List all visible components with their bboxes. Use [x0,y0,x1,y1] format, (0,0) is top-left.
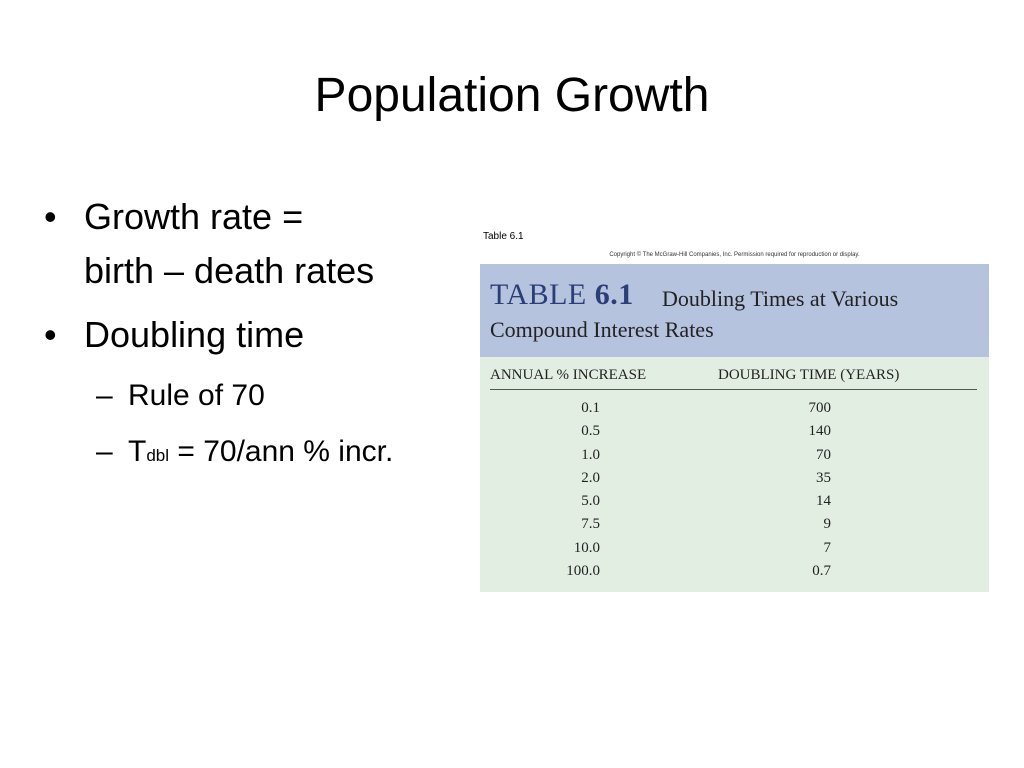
table-word: TABLE [490,278,587,311]
cell-doubling-time: 70 [816,446,831,463]
table-title-line1: Doubling Times at Various [662,286,899,311]
copyright-notice: Copyright © The McGraw-Hill Companies, I… [609,252,860,258]
table-row: 7.5 9 [480,516,989,539]
cell-annual-increase: 5.0 [581,493,600,510]
sub-bullet-dash: – [96,435,113,468]
cell-doubling-time: 9 [823,516,832,533]
cell-annual-increase: 2.0 [581,469,600,486]
bullet-growth-rate: • Growth rate = birth – death rates [44,190,464,298]
cell-doubling-time: 14 [816,493,831,510]
sub-bullet-rule-of-70: – Rule of 70 [44,374,464,418]
table-row: 1.0 70 [480,447,989,470]
table-row: 5.0 14 [480,493,989,516]
figure-label: Table 6.1 [483,231,524,242]
bullet-doubling-time: • Doubling time [44,308,464,362]
column-header-doubling-time: DOUBLING TIME (YEARS) [718,367,900,383]
table-body: 0.1 700 0.5 140 1.0 70 2.0 35 5.0 14 7.5 9 10.0 7 100.… [480,400,989,586]
table-row: 2.0 35 [480,470,989,493]
bullet-doubling-time-text: Doubling time [84,314,305,355]
sub-bullet-dash: – [96,379,113,412]
table-column-headers: ANNUAL % INCREASE DOUBLING TIME (YEARS) [490,365,977,390]
cell-annual-increase: 10.0 [573,539,600,556]
cell-doubling-time: 0.7 [812,563,831,580]
table-row: 0.1 700 [480,400,989,423]
bullet-growth-rate-line2: birth – death rates [84,250,375,291]
table-row: 100.0 0.7 [480,563,989,586]
bullet-dot: • [44,196,57,237]
table-row: 0.5 140 [480,423,989,446]
bullet-growth-rate-line1: Growth rate = [84,196,304,237]
cell-doubling-time: 700 [808,400,832,416]
doubling-times-table: TABLE 6.1 Doubling Times at Various Comp… [480,264,989,592]
column-header-annual-increase: ANNUAL % INCREASE [490,367,647,383]
cell-annual-increase: 0.1 [581,400,600,416]
sub-bullet-formula: – Tdbl = 70/ann % incr. [44,430,464,478]
table-number-value: 6.1 [594,278,634,311]
cell-doubling-time: 140 [808,423,832,440]
sub-bullet-rule-of-70-text: Rule of 70 [128,379,265,412]
cell-annual-increase: 100.0 [566,563,600,580]
cell-annual-increase: 1.0 [581,446,600,463]
bullet-dot: • [44,314,57,355]
cell-doubling-time: 35 [816,469,831,486]
table-row: 10.0 7 [480,540,989,563]
formula-prefix: T [128,435,147,468]
cell-annual-increase: 7.5 [581,516,600,533]
formula-rest: = 70/ann % incr. [169,435,394,468]
formula-subscript: dbl [146,446,170,465]
cell-annual-increase: 0.5 [581,423,600,440]
cell-doubling-time: 7 [823,539,832,556]
table-number: TABLE 6.1 [490,278,634,312]
table-header: TABLE 6.1 Doubling Times at Various Comp… [480,264,989,357]
slide-title: Population Growth [314,69,710,122]
bullet-list: • Growth rate = birth – death rates • Do… [44,190,464,478]
table-title-line2: Compound Interest Rates [490,317,714,342]
